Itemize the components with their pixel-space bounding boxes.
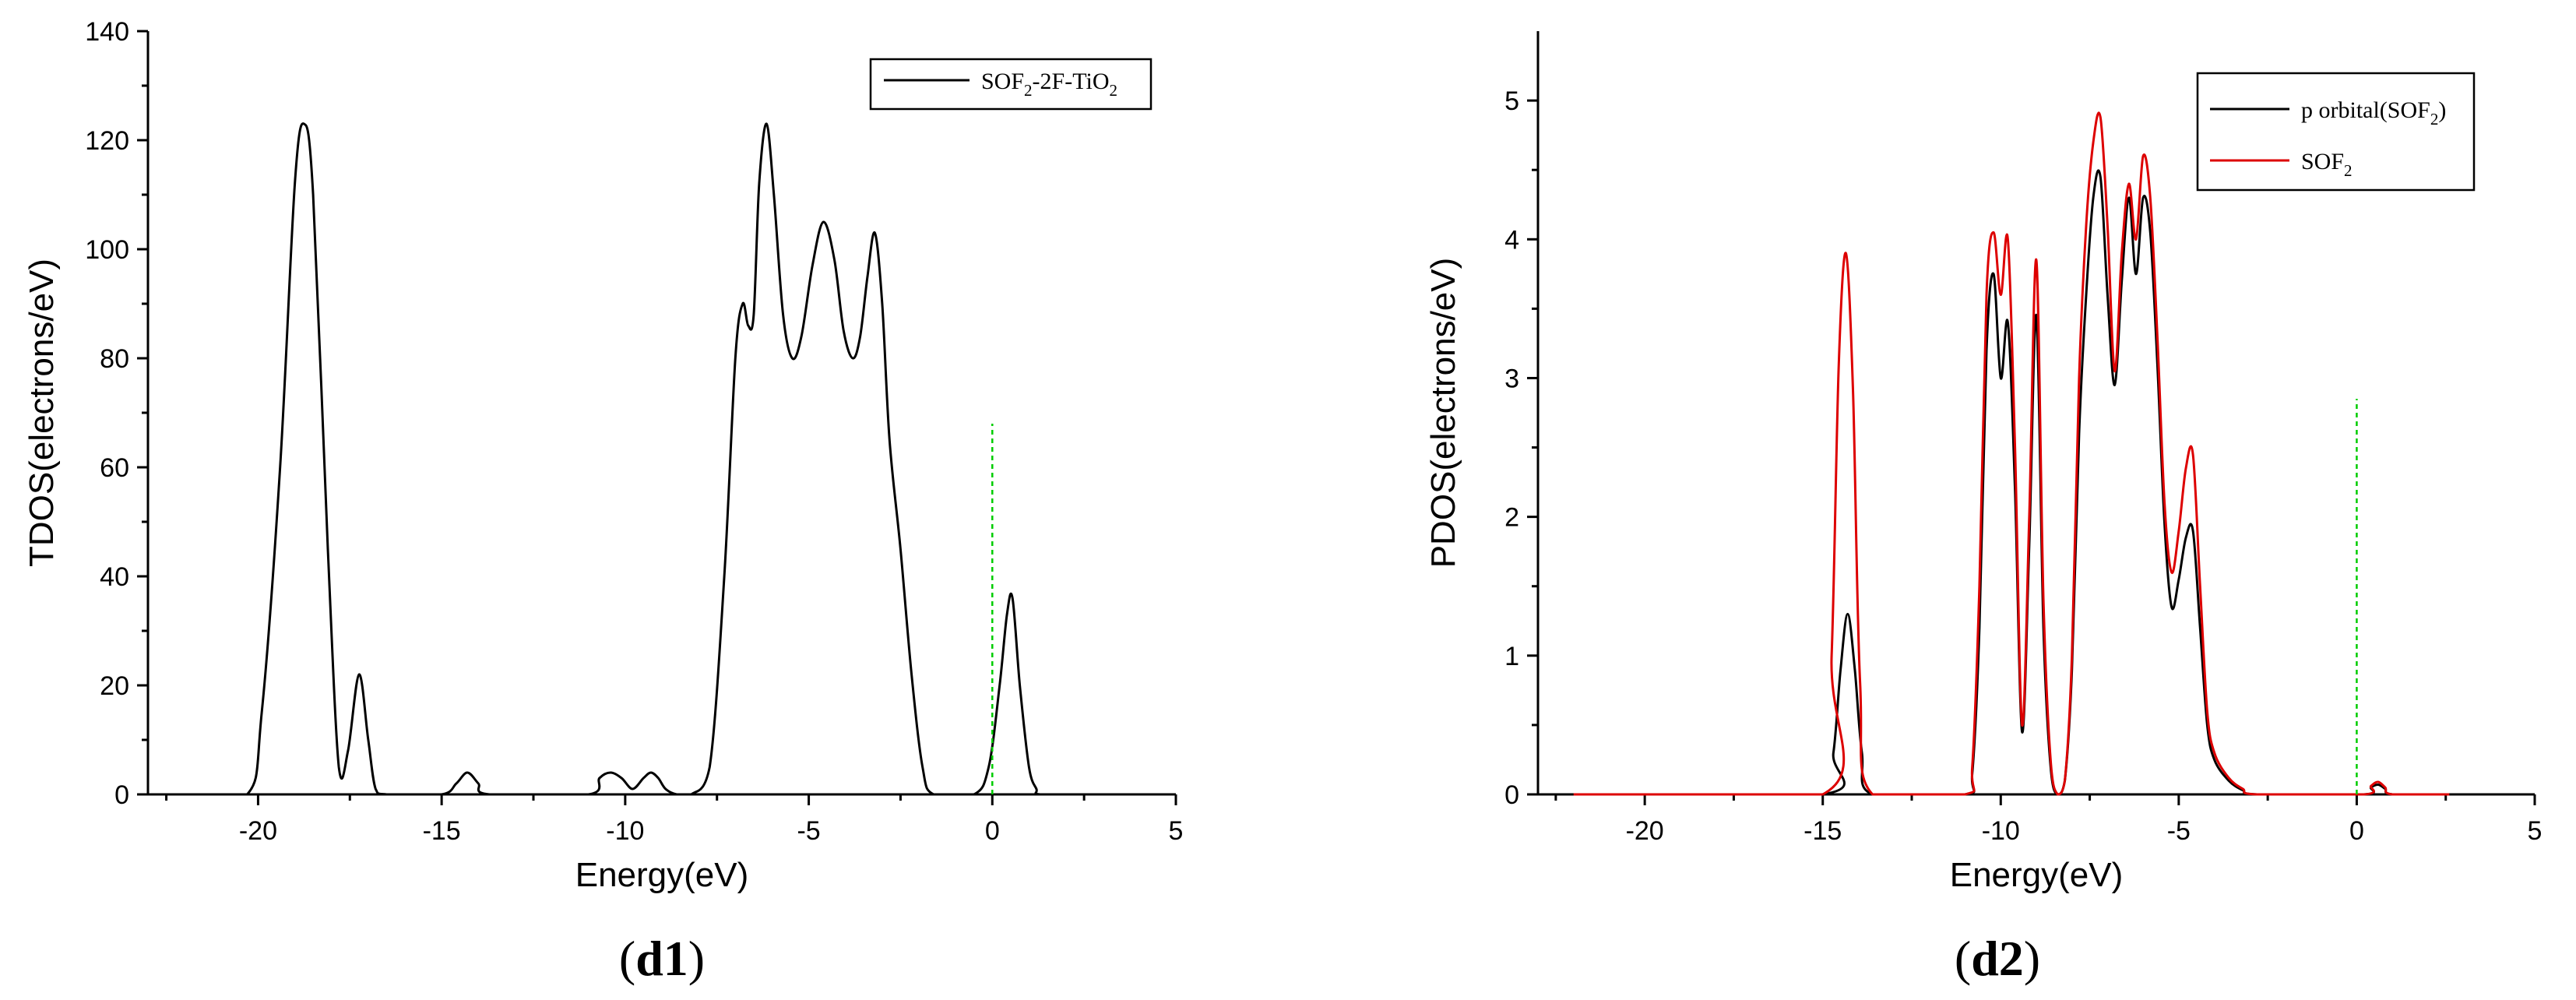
d1-y-tick-label: 80 (100, 344, 129, 374)
d1-y-tick-label: 140 (85, 17, 129, 47)
d1-panel-label: (d1) (619, 931, 705, 986)
d1-y-tick-label: 60 (100, 453, 129, 483)
d2-series-line-1 (1573, 169, 2450, 796)
d2-x-tick-label: 5 (2528, 816, 2543, 846)
d1-y-ticks: 0 20 40 60 80 100 120 140 (85, 17, 148, 810)
chart-d2: -20 -15 -10 -5 0 5 0 1 2 3 4 5 p orbital(SOF2) SOF… (1424, 31, 2542, 986)
d2-x-tick-label: -5 (2167, 816, 2191, 846)
d2-x-tick-label: 0 (2349, 816, 2364, 846)
d2-x-ticks: -20 -15 -10 -5 0 5 (1554, 794, 2543, 846)
d2-y-ticks: 0 1 2 3 4 5 (1504, 86, 1538, 810)
d1-x-tick-label: 5 (1169, 816, 1184, 846)
d2-y-tick-label: 5 (1504, 86, 1519, 116)
d1-y-axis-label: TDOS(electrons/eV) (23, 259, 61, 567)
d1-x-tick-label: -15 (423, 816, 461, 846)
d2-y-tick-label: 2 (1504, 503, 1519, 533)
d2-panel-label: (d2) (1955, 931, 2040, 986)
d1-x-tick-label: -10 (606, 816, 644, 846)
d1-legend-box (869, 58, 1153, 111)
d1-legend: SOF2-2F-TiO2 (869, 58, 1153, 111)
d1-series-layer (185, 122, 1088, 796)
d1-axes (146, 31, 1176, 796)
d2-x-axis-label: Energy(eV) (1950, 856, 2124, 894)
d2-y-axis-label: PDOS(electrons/eV) (1424, 258, 1462, 569)
d1-series-line-1 (185, 122, 1088, 796)
d1-legend-label: SOF2-2F-TiO2 (981, 69, 1117, 100)
d2-series-line-2 (1573, 111, 2450, 796)
d2-legend-label-1: p orbital(SOF2) (2301, 97, 2446, 129)
d2-y-tick-label: 3 (1504, 364, 1519, 393)
d2-y-tick-label: 4 (1504, 225, 1519, 255)
chart-d1: -20 -15 -10 -5 0 5 0 20 40 60 80 100 120 140 SOF2-2F… (23, 17, 1183, 986)
d1-y-tick-label: 100 (85, 235, 129, 265)
d2-y-tick-label: 0 (1504, 780, 1519, 810)
d1-y-tick-label: 40 (100, 562, 129, 592)
d1-y-tick-label: 20 (100, 671, 129, 701)
d1-x-tick-label: 0 (985, 816, 1000, 846)
d2-x-tick-label: -10 (1982, 816, 2020, 846)
d2-series-layer (1573, 111, 2450, 796)
d1-y-tick-label: 120 (85, 126, 129, 156)
d2-legend-label-2: SOF2 (2301, 149, 2353, 180)
d1-x-tick-label: -20 (239, 816, 277, 846)
d2-legend: p orbital(SOF2) SOF2 (2196, 72, 2476, 192)
d2-y-tick-label: 1 (1504, 642, 1519, 671)
d1-x-ticks: -20 -15 -10 -5 0 5 (165, 794, 1184, 846)
d2-x-tick-label: -15 (1804, 816, 1842, 846)
d1-x-axis-label: Energy(eV) (575, 856, 749, 894)
d2-x-tick-label: -20 (1626, 816, 1664, 846)
d1-y-tick-label: 0 (114, 780, 129, 810)
d2-legend-box (2196, 72, 2476, 192)
d1-x-tick-label: -5 (797, 816, 820, 846)
